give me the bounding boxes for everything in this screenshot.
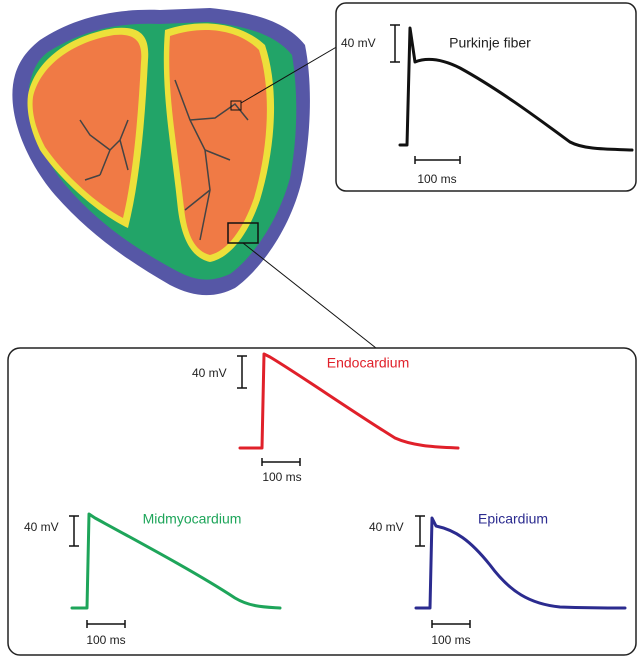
panel	[8, 348, 636, 655]
voltage-scale-label: 40 mV	[24, 520, 59, 534]
heart-model	[12, 8, 310, 295]
time-scale-label: 100 ms	[262, 470, 301, 484]
voltage-scale-label: 40 mV	[369, 520, 404, 534]
panel-title: Purkinje fiber	[449, 35, 531, 51]
panel-title: Epicardium	[478, 511, 548, 527]
panel-title: Midmyocardium	[143, 511, 242, 527]
voltage-scale-label: 40 mV	[341, 36, 376, 50]
connector	[243, 243, 376, 348]
panel	[336, 3, 636, 191]
time-scale-label: 100 ms	[86, 633, 125, 647]
voltage-scale-label: 40 mV	[192, 366, 227, 380]
figure: 40 mV Purkinje fiber 100 ms 40 mV Endoca…	[0, 0, 640, 659]
time-scale-label: 100 ms	[417, 172, 456, 186]
panel-title: Endocardium	[327, 355, 410, 371]
time-scale-label: 100 ms	[431, 633, 470, 647]
